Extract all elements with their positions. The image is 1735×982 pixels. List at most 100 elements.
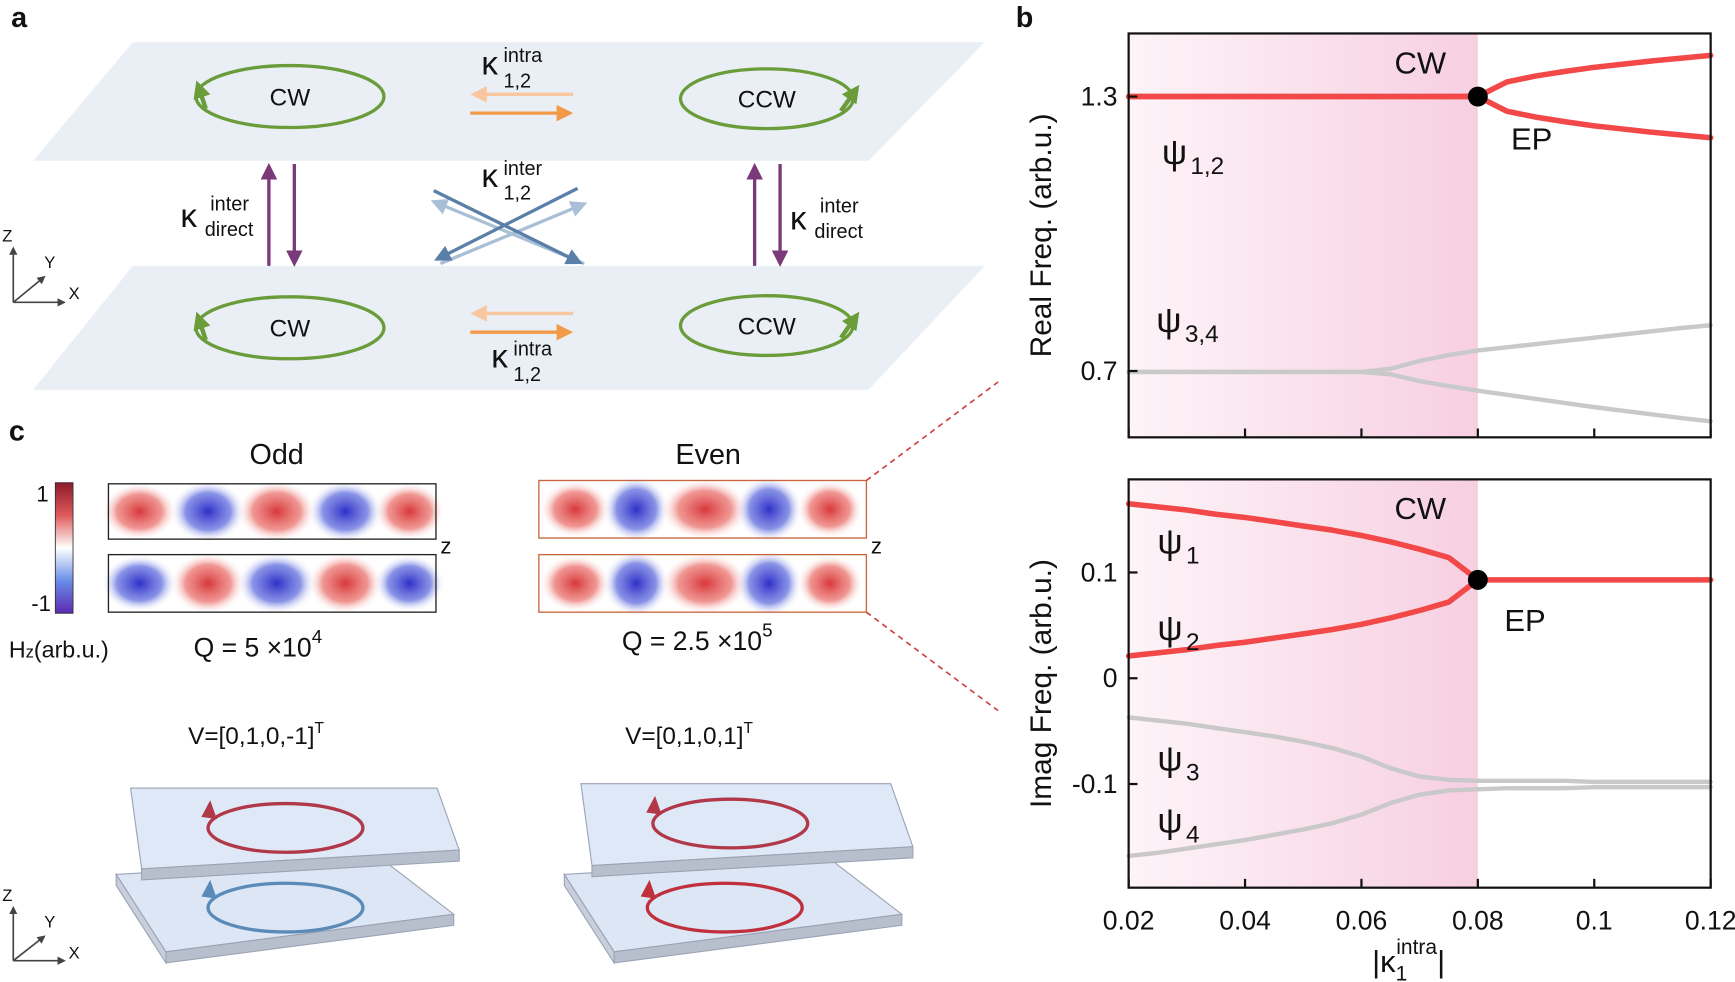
slabs-odd <box>115 787 460 965</box>
x-tick-label: 0.08 <box>1452 906 1504 936</box>
field-frame <box>107 483 437 540</box>
kappa: κ <box>491 339 508 376</box>
axis-label: X <box>69 943 80 962</box>
plot-frame <box>1127 478 1712 889</box>
annotation-text: ψ <box>1157 608 1182 648</box>
x-axis-label: |κ1 intra| <box>1372 936 1445 982</box>
field-odd <box>101 480 445 615</box>
lobe <box>236 480 317 543</box>
shape <box>9 246 66 307</box>
plot-frame <box>1127 32 1712 439</box>
series-line <box>1126 784 1713 859</box>
axis-label: X <box>69 284 80 303</box>
q-text: Q = 5 ×10 <box>194 632 312 662</box>
colorbar <box>54 482 74 614</box>
y-axis-label: Real Freq. (arb.u.) <box>1025 113 1058 357</box>
annotation-sub: 3 <box>1186 759 1200 786</box>
annotation-text: ψ <box>1157 738 1182 778</box>
lobe <box>539 480 611 539</box>
kappa: κ <box>180 198 197 235</box>
x-tick-label: 0.06 <box>1336 906 1388 936</box>
kappa-sup: intra <box>513 338 553 360</box>
kappa-sub: direct <box>814 221 863 243</box>
ring-arrow <box>646 795 662 815</box>
ring <box>206 881 365 934</box>
shape <box>9 905 66 965</box>
plane <box>33 42 985 161</box>
annotation-text: ψ <box>1157 522 1182 562</box>
field-even <box>538 476 868 617</box>
slab-edge <box>141 849 460 881</box>
field-frame <box>538 553 868 613</box>
axis-label: Z <box>2 226 12 245</box>
ring-arrow <box>640 879 657 899</box>
lobe <box>796 480 864 539</box>
annotation-sub: 1 <box>1186 542 1200 569</box>
vector-text: V=[0,1,0,-1] <box>188 723 314 750</box>
kappa-sup: inter <box>820 196 859 218</box>
schematic: CW CCW CW CCW κ intra 1,2 κ intra 1,2 κ … <box>2 42 985 390</box>
series-line <box>1125 500 1714 583</box>
lobe <box>307 480 383 543</box>
q-text: Q = 2.5 ×10 <box>622 626 762 656</box>
plane <box>33 265 985 390</box>
q-exp: 5 <box>762 620 772 641</box>
x-tick-label: 0.1 <box>1576 906 1613 936</box>
annotation-text: ψ <box>1157 800 1182 840</box>
ring <box>206 801 365 854</box>
ep-point <box>1467 569 1488 590</box>
lobe <box>236 552 317 615</box>
ring <box>645 881 804 934</box>
axis-label: Y <box>44 913 55 932</box>
ring-label: CCW <box>738 313 796 340</box>
ep-label: EP <box>1504 603 1545 638</box>
field-panel: 1 -1 Hz(arb.u.) z z Odd Even <box>2 381 999 965</box>
ring-label: CW <box>270 316 311 343</box>
field-frame <box>538 479 868 539</box>
ring <box>651 797 810 850</box>
mode-title: Even <box>675 439 741 471</box>
label-part: | <box>1437 944 1445 979</box>
ring-arrow <box>839 311 860 340</box>
q-factor: Q = 5 ×104 <box>194 626 323 662</box>
ep-point <box>1467 86 1488 107</box>
lobe <box>660 552 750 615</box>
lobe <box>603 550 670 617</box>
annotation-sub: 2 <box>1186 629 1200 656</box>
kappa: κ <box>790 200 807 237</box>
kappa-sub: direct <box>205 219 254 241</box>
axis-arrow <box>12 275 46 303</box>
ep-label: EP <box>1511 122 1552 157</box>
colorbar-tick: 1 <box>36 482 48 507</box>
slab-edge <box>115 872 167 965</box>
ring-arrow <box>193 311 211 341</box>
axis-label: Y <box>44 253 55 272</box>
kappa-sub: 1,2 <box>503 71 531 93</box>
label-part: |κ <box>1372 944 1396 979</box>
label-sub: 1 <box>1396 963 1408 982</box>
ring-arrow <box>839 84 860 113</box>
vector-sup: T <box>315 720 325 737</box>
vector: V=[0,1,0,1]T <box>625 720 753 750</box>
mode-title: Odd <box>249 439 303 471</box>
lobe <box>307 552 383 615</box>
y-tick-label: 0.1 <box>1081 557 1118 587</box>
q-exp: 4 <box>312 626 322 647</box>
kappa-sub: 1,2 <box>513 364 541 386</box>
x-tick-label: 0.04 <box>1219 906 1271 936</box>
vector-sup: T <box>744 720 754 737</box>
label-sup: intra <box>1396 936 1437 959</box>
annotation: ψ 1,2 <box>1162 132 1224 180</box>
lobe <box>796 554 864 613</box>
region-label: CW <box>1395 45 1447 80</box>
x-tick-label: 0.12 <box>1685 906 1735 936</box>
panel-label: c <box>9 416 25 448</box>
coupling-arrow <box>433 189 583 265</box>
field-frame <box>107 553 437 613</box>
lobe <box>101 482 178 541</box>
